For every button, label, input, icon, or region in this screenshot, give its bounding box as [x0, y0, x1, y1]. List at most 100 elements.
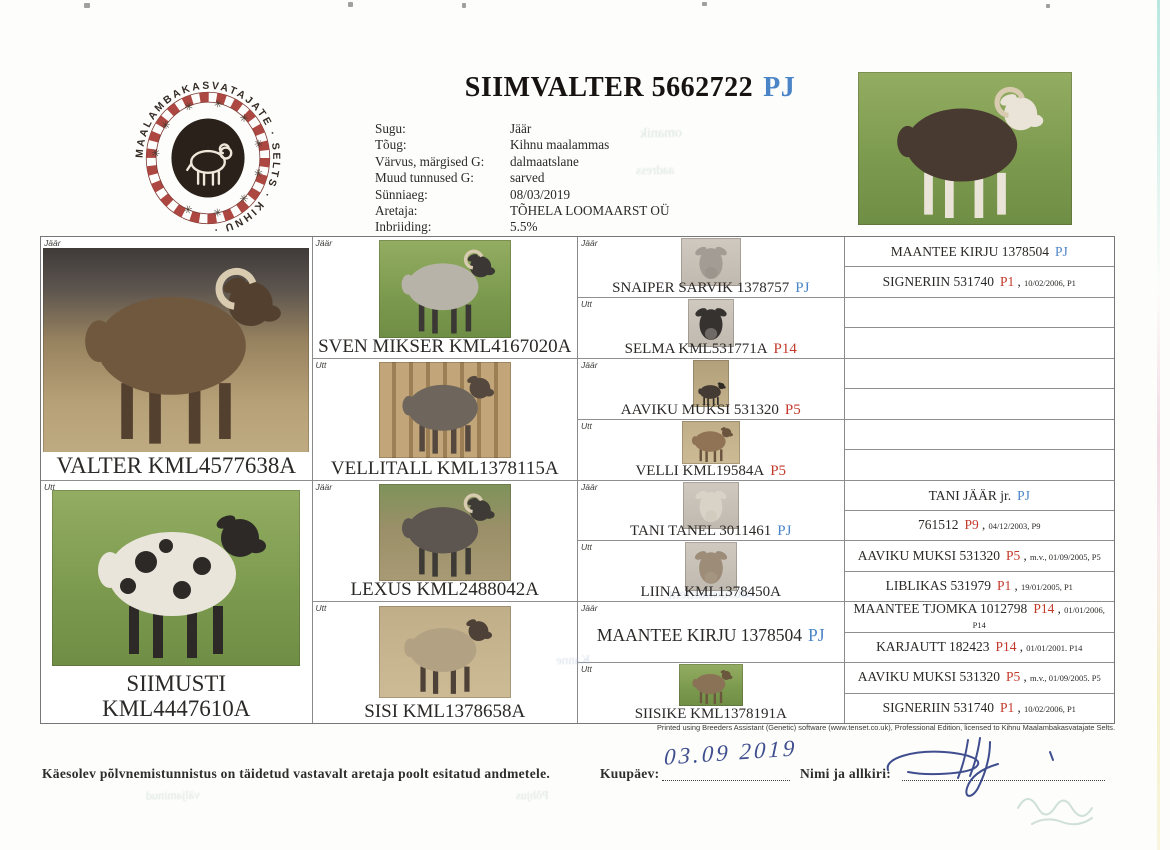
logo-sheep-icon [186, 143, 233, 186]
pedigree-cell-tani-tanel-3011461: Jäär TANI TANEL 3011461 PJ [578, 481, 844, 542]
sex-label: Utt [581, 420, 592, 431]
pedigree-cell-liina-kml1378450a: Utt LIINA KML1378450A [578, 541, 844, 603]
info-row-muud-tunnused-g: Muud tunnused G: sarved [375, 170, 669, 186]
pedigree-cell-valter-kml4577638a: Jäär VALTER KML4577638A [41, 237, 312, 481]
pedigree-generation-2: Jäär SVEN MIKSER KML4167020A Utt VELLITALL … [312, 237, 578, 723]
date-dotted-line [662, 764, 790, 781]
photo-sisi-kml1378658a [378, 606, 511, 699]
sex-label: Jäär [581, 238, 598, 248]
info-label: Aretaja: [375, 203, 418, 219]
pedigree-cell-siisike-kml1378191a: Utt SIISIKE KML1378191A [578, 663, 844, 723]
animal-name: MAANTEE KIRJU 1378504 PJ [890, 244, 1068, 260]
status-code: P5 [784, 401, 801, 418]
date-label: Kuupäev: [600, 766, 660, 781]
photo-valter-kml4577638a [43, 248, 310, 453]
pedigree-cell-tani-j-r-jr: TANI JÄÄR jr. PJ [844, 481, 1114, 511]
scan-speck [702, 2, 707, 6]
animal-name: SVEN MIKSER KML4167020A [318, 335, 572, 357]
sex-label: Jäär [315, 238, 333, 248]
info-label: Sünniaeg: [375, 186, 428, 202]
status-code: PJ [808, 625, 825, 646]
scanner-edge-artifact [1157, 0, 1160, 850]
pedigree-cell-velli-kml19584a: Utt VELLI KML19584A P5 [578, 420, 844, 481]
pedigree-table: Jäär VALTER KML4577638A Utt SIIMUSTI KML4447… [40, 236, 1115, 724]
photo-snaiper-sarvik-1378757 [680, 238, 741, 286]
pedigree-cell-sven-mikser-kml4167020a: Jäär SVEN MIKSER KML4167020A [312, 237, 577, 359]
animal-info-block: Sugu: Jäär Tõug: Kihnu maalammas Värvus, mär… [375, 121, 669, 236]
title-status-badge: PJ [763, 72, 796, 103]
society-logo: MAALAMBAKASVATAJATE · SELTS · KIHNU · ✳ … [135, 81, 279, 235]
animal-name: AAVIKU MUKSI 531320 P5 [620, 401, 801, 418]
pedigree-cell-empty [844, 328, 1114, 359]
animal-name: SIGNERIIN 531740 P1 , 10/02/2006, P1 [882, 273, 1076, 289]
photo-velli-kml19584a [681, 420, 740, 464]
sex-label: Jäär [315, 481, 333, 492]
info-value: TÕHELA LOOMAARST OÜ [510, 203, 670, 219]
animal-name: AAVIKU MUKSI 531320 P5 , m.v., 01/09/2005… [857, 547, 1101, 563]
info-row-s-nniaeg: Sünniaeg: 08/03/2019 [375, 187, 669, 203]
info-row-aretaja: Aretaja: TÕHELA LOOMAARST OÜ [375, 203, 669, 219]
info-row-t-ug: Tõug: Kihnu maalammas [375, 137, 669, 153]
animal-name: TANI JÄÄR jr. PJ [928, 487, 1030, 503]
software-print-line: Printed using Breeders Assistant (Geneti… [656, 723, 1115, 732]
pedigree-cell-maantee-kirju-1378504: MAANTEE KIRJU 1378504 PJ [844, 237, 1114, 268]
pedigree-cell-signeriin-531740: SIGNERIIN 531740 P1 , 10/02/2006, P1 [845, 694, 1115, 723]
sex-label: Utt [581, 542, 592, 553]
subject-photo-frame [858, 69, 1072, 225]
animal-name: SELMA KML531771A P14 [624, 340, 797, 357]
photo-aaviku-muksi-531320 [692, 359, 729, 407]
animal-name: MAANTEE TJOMKA 1012798 P14 , 01/01/2006, … [853, 602, 1105, 630]
pedigree-cell-empty [844, 298, 1114, 329]
sex-label: Jäär [581, 603, 598, 614]
status-code: P5 [1005, 669, 1021, 685]
photo-selma-kml531771a [687, 298, 734, 347]
logo-checkered-ring [146, 92, 270, 224]
certificate-statement: Käesolev põlvnemistunnistus on täidetud … [42, 766, 551, 781]
sex-label: Utt [44, 481, 55, 492]
info-row-v-rvus-m-rgised-g: Värvus, märgised G: dalmaatslane [375, 154, 669, 170]
sex-label: Utt [315, 359, 327, 370]
pedigree-generation-3: Jäär SNAIPER SARVIK 1378757 PJ Utt SELMA KML… [578, 237, 845, 723]
animal-name: SIIMUSTI KML4447610A [41, 670, 312, 722]
pedigree-cell-snaiper-sarvik-1378757: Jäär SNAIPER SARVIK 1378757 PJ [578, 237, 844, 298]
animal-name: 761512 P9 , 04/12/2003, P9 [918, 517, 1041, 533]
pedigree-cell-siimusti: Utt SIIMUSTI KML4447610A [41, 481, 312, 724]
scan-speck [462, 3, 466, 8]
status-code: P1 [996, 578, 1012, 594]
animal-name: SIISIKE KML1378191A [634, 706, 787, 722]
photo-vellitall-kml1378115a [378, 361, 511, 458]
pedigree-cell-signeriin-531740: SIGNERIIN 531740 P1 , 10/02/2006, P1 [844, 267, 1114, 298]
info-value: Kihnu maalammas [510, 137, 610, 153]
pedigree-cell-761512: 761512 P9 , 04/12/2003, P9 [844, 511, 1114, 542]
info-label: Värvus, märgised G: [375, 153, 485, 169]
signature-dotted-line [902, 764, 1105, 781]
pedigree-cell-empty [844, 359, 1114, 390]
status-code: PJ [795, 279, 810, 296]
bleed-through-scribble [1017, 798, 1093, 826]
status-code: PJ [777, 523, 792, 540]
info-value: sarved [510, 170, 545, 186]
pedigree-cell-karjautt-182423: KARJAUTT 182423 P14 , 01/01/2001. P14 [844, 633, 1114, 664]
status-code: P14 [1033, 602, 1055, 616]
info-row-inbriiding: Inbriiding: 5.5% [375, 219, 669, 235]
sex-label: Utt [581, 664, 592, 675]
pedigree-cell-maantee-tjomka-1012798: MAANTEE TJOMKA 1012798 P14 , 01/01/2006, … [844, 602, 1114, 633]
sex-label: Jäär [581, 359, 598, 370]
animal-name: VALTER KML4577638A [41, 451, 312, 479]
animal-name: VELLI KML19584A P5 [635, 462, 787, 479]
pedigree-cell-empty [844, 450, 1114, 481]
photo-tani-tanel-3011461 [682, 481, 739, 529]
animal-name: LIBLIKAS 531979 P1 , 19/01/2005, P1 [885, 578, 1073, 594]
info-label: Inbriiding: [375, 219, 432, 235]
status-code: P14 [995, 638, 1017, 654]
animal-name: SISI KML1378658A [364, 701, 526, 722]
pedigree-cell-lexus-kml2488042a: Jäär LEXUS KML2488042A [312, 481, 577, 603]
document-title: SIIMVALTER 5662722 PJ [360, 72, 900, 104]
pedigree-cell-selma-kml531771a: Utt SELMA KML531771A P14 [578, 298, 844, 359]
pedigree-cell-aaviku-muksi-531320: Jäär AAVIKU MUKSI 531320 P5 [578, 359, 844, 420]
animal-name: SIGNERIIN 531740 P1 , 10/02/2006, P1 [882, 699, 1076, 715]
status-code: P9 [964, 517, 979, 533]
status-code: P1 [999, 273, 1015, 289]
status-code: PJ [1054, 244, 1068, 260]
status-code: P14 [773, 340, 797, 357]
